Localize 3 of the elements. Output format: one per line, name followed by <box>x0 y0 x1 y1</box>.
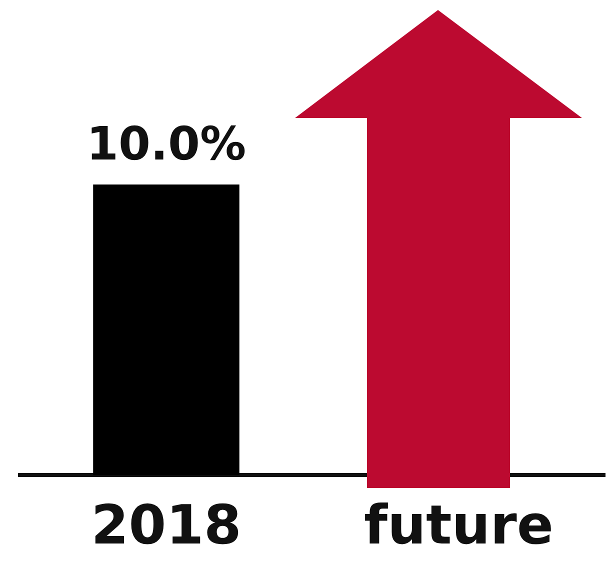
data-label: 10.0% <box>86 116 246 170</box>
x-tick-label: future <box>364 494 554 557</box>
x-tick-label: 2018 <box>91 494 242 557</box>
